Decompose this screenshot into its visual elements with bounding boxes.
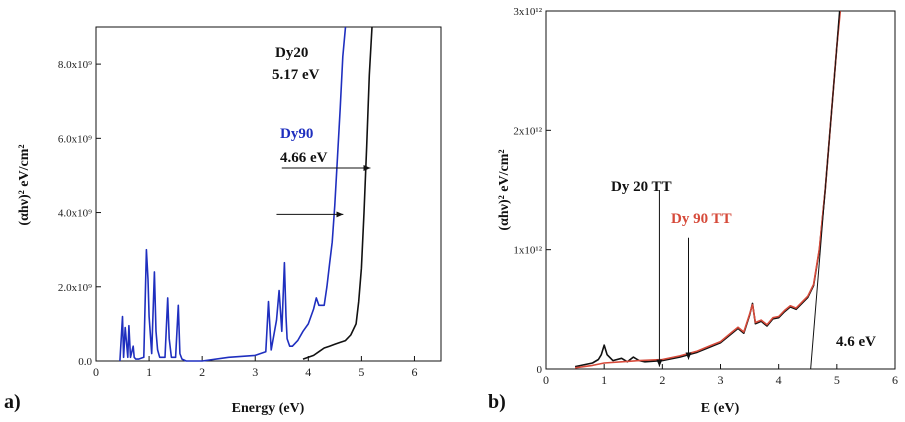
panel-b-chart: 0 1 2 3 4 5 6 0 1x10¹² 2x10¹² 3x10¹² E (eV) (αhν)…: [488, 6, 898, 416]
panel-a-label: a): [4, 391, 21, 413]
panel-b-y-tick-label: 3x10¹²: [513, 6, 542, 18]
panel-b-label: b): [488, 391, 506, 413]
panel-b-y-axis-label: (αhν)² eV/cm²: [497, 149, 512, 230]
panel-a-plot-frame: [95, 26, 442, 362]
panel-a-y-tick-label: 8.0x10⁹: [58, 59, 92, 71]
dy90-series-line: [119, 26, 347, 362]
panel-a-y-ticks: 0.0 2.0x10⁹ 4.0x10⁹ 6.0x10⁹ 8.0x10⁹: [58, 59, 101, 368]
panel-b-y-tick-label: 1x10¹²: [513, 245, 542, 257]
panel-a-annotations: [276, 165, 371, 218]
panel-b-series: [574, 10, 842, 370]
panel-a-x-tick-label: 6: [411, 365, 417, 379]
panel-a-x-tick-label: 1: [146, 365, 152, 379]
panel-b-y-tick-label: 0: [537, 364, 543, 376]
panel-a-x-tick-label: 0: [93, 365, 99, 379]
panel-b-x-ticks: 0 1 2 3 4 5 6: [543, 364, 898, 387]
panel-b-x-tick-label: 4: [776, 373, 782, 387]
dy-90-tt-series-line: [574, 10, 842, 369]
dy-20-tt-series-line: [574, 10, 841, 368]
panel-a-x-tick-label: 3: [252, 365, 258, 379]
panel-b-x-axis-label: E (eV): [701, 401, 740, 416]
panel-a-y-tick-label: 4.0x10⁹: [58, 208, 92, 220]
dy20tt-label: Dy 20 TT: [611, 179, 672, 195]
panel-b-gap-value: 4.6 eV: [836, 334, 876, 350]
panel-b-x-tick-label: 2: [659, 373, 665, 387]
panel-b-x-tick-label: 1: [601, 373, 607, 387]
panel-a-x-tick-label: 5: [358, 365, 364, 379]
panel-a-y-tick-label: 6.0x10⁹: [58, 133, 92, 145]
panel-b-x-tick-label: 5: [834, 373, 840, 387]
panel-a-x-axis-label: Energy (eV): [232, 401, 305, 416]
panel-b-x-tick-label: 0: [543, 373, 549, 387]
dy90-label: Dy90: [280, 126, 313, 142]
dy90tt-label: Dy 90 TT: [671, 211, 732, 227]
panel-a-y-axis-label: (αhν)² eV/cm²: [17, 144, 32, 225]
dy20-label: Dy20: [275, 45, 308, 61]
panel-b-x-tick-label: 3: [718, 373, 724, 387]
panel-a-y-tick-label: 2.0x10⁹: [58, 282, 92, 294]
dy20-series-line: [302, 26, 373, 360]
tangent-fit-line: [810, 10, 841, 370]
dy20-gap-value: 5.17 eV: [272, 67, 320, 83]
dy90-gap-value: 4.66 eV: [280, 150, 328, 166]
panel-a-y-tick-label: 0.0: [78, 356, 92, 368]
panel-a-x-tick-label: 2: [199, 365, 205, 379]
panel-a-series: [119, 26, 373, 362]
panel-b-plot-frame: [545, 10, 896, 370]
panel-b-x-tick-label: 6: [892, 373, 898, 387]
panel-a-x-ticks: 0 1 2 3 4 5 6: [93, 356, 417, 379]
panel-a-x-tick-label: 4: [305, 365, 311, 379]
panel-b-y-tick-label: 2x10¹²: [513, 125, 542, 137]
panel-b-annotations: [656, 190, 692, 367]
panel-b-y-ticks: 0 1x10¹² 2x10¹² 3x10¹²: [513, 6, 551, 376]
